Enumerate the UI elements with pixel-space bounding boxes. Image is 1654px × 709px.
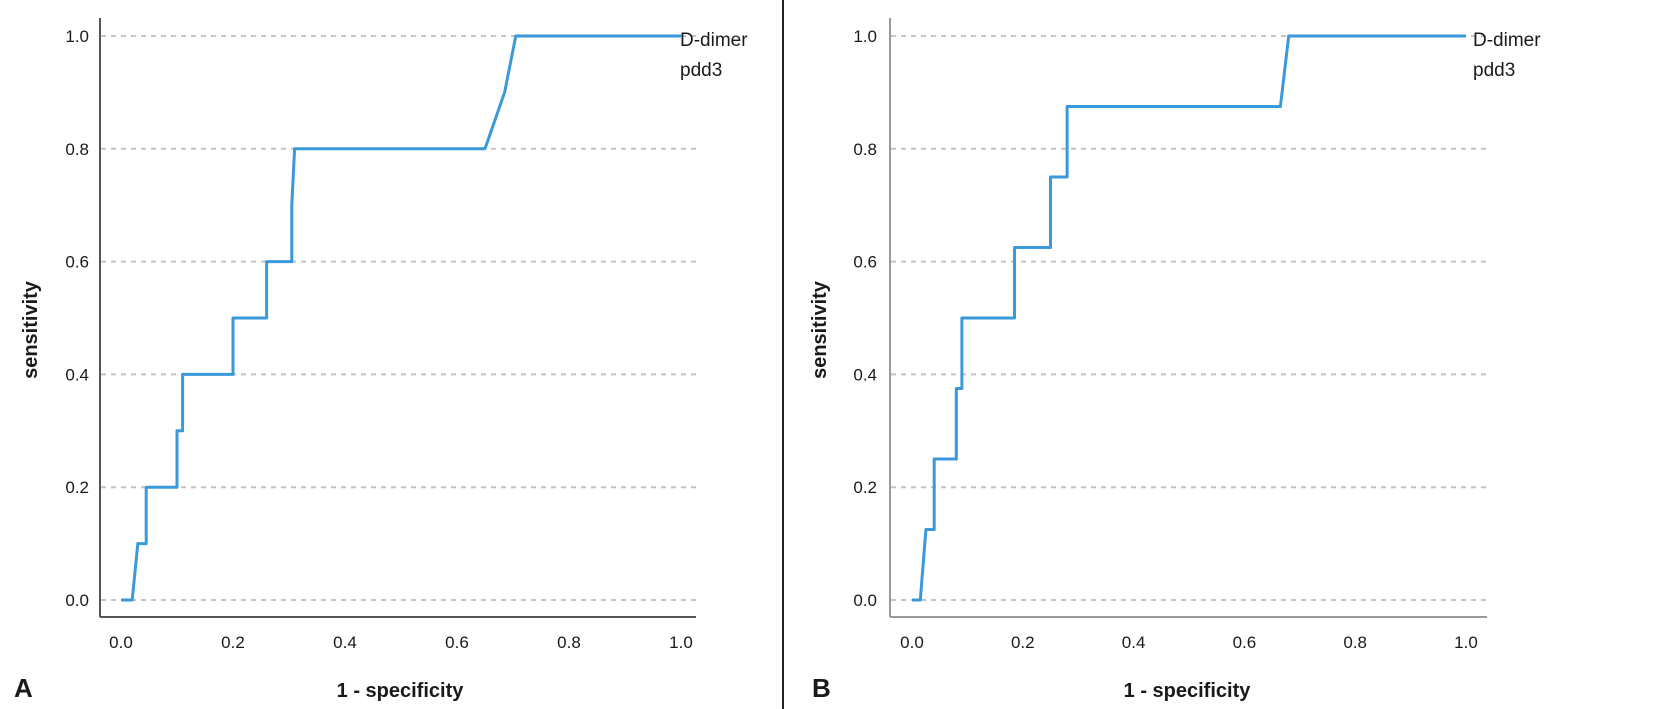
legend-entry: D-dimer	[680, 30, 748, 51]
roc-curve	[912, 34, 1466, 602]
x-tick-label: 0.6	[1233, 633, 1257, 652]
roc-curves	[912, 34, 1466, 602]
panel-label: A	[14, 673, 33, 703]
y-tick-label: 0.6	[65, 253, 89, 272]
x-tick-label: 0.2	[1011, 633, 1035, 652]
y-tick-label: 1.0	[65, 27, 89, 46]
x-tick-label: 0.8	[1343, 633, 1367, 652]
x-tick-labels: 0.0 0.2 0.4 0.6 0.8 1.0	[900, 633, 1478, 652]
y-axis-title: sensitivity	[20, 280, 42, 379]
x-tick-label: 0.4	[1122, 633, 1146, 652]
grid-lines	[101, 35, 696, 601]
axes	[889, 18, 1487, 618]
x-tick-label: 0.0	[109, 633, 133, 652]
y-axis-title: sensitivity	[809, 280, 831, 379]
y-tick-labels: 0.0 0.2 0.4 0.6 0.8 1.0	[853, 27, 877, 610]
panel-label: B	[812, 673, 831, 703]
x-tick-label: 1.0	[1454, 633, 1478, 652]
legend-entry: pdd3	[680, 60, 722, 81]
x-axis-title: 1 - specificity	[337, 680, 465, 702]
x-tick-label: 0.6	[445, 633, 469, 652]
axes	[99, 18, 696, 618]
roc-curves	[121, 34, 681, 602]
y-tick-label: 0.4	[853, 365, 877, 384]
y-tick-label: 0.8	[65, 140, 89, 159]
y-tick-label: 0.4	[65, 365, 89, 384]
legend-entry: D-dimer	[1473, 30, 1541, 51]
x-tick-label: 0.0	[900, 633, 924, 652]
roc-curve	[121, 34, 681, 602]
y-tick-label: 0.0	[65, 591, 89, 610]
x-tick-label: 0.8	[557, 633, 581, 652]
x-axis-title: 1 - specificity	[1124, 680, 1252, 702]
y-tick-label: 0.2	[65, 478, 89, 497]
roc-panel-b: 0.0 0.2 0.4 0.6 0.8 1.0 0.0 0.2 0.4 0.6 0.8 1.0 se…	[809, 18, 1541, 703]
y-tick-label: 0.2	[853, 478, 877, 497]
x-tick-labels: 0.0 0.2 0.4 0.6 0.8 1.0	[109, 633, 693, 652]
y-tick-label: 0.8	[853, 140, 877, 159]
legend-entry: pdd3	[1473, 60, 1515, 81]
y-tick-label: 0.6	[853, 253, 877, 272]
x-tick-label: 0.4	[333, 633, 357, 652]
y-tick-labels: 0.0 0.2 0.4 0.6 0.8 1.0	[65, 27, 89, 610]
x-tick-label: 0.2	[221, 633, 245, 652]
y-tick-label: 0.0	[853, 591, 877, 610]
roc-panel-a: 0.0 0.2 0.4 0.6 0.8 1.0 0.0 0.2 0.4 0.6 0.8 1.0 se…	[14, 18, 748, 703]
x-tick-label: 1.0	[669, 633, 693, 652]
y-tick-label: 1.0	[853, 27, 877, 46]
